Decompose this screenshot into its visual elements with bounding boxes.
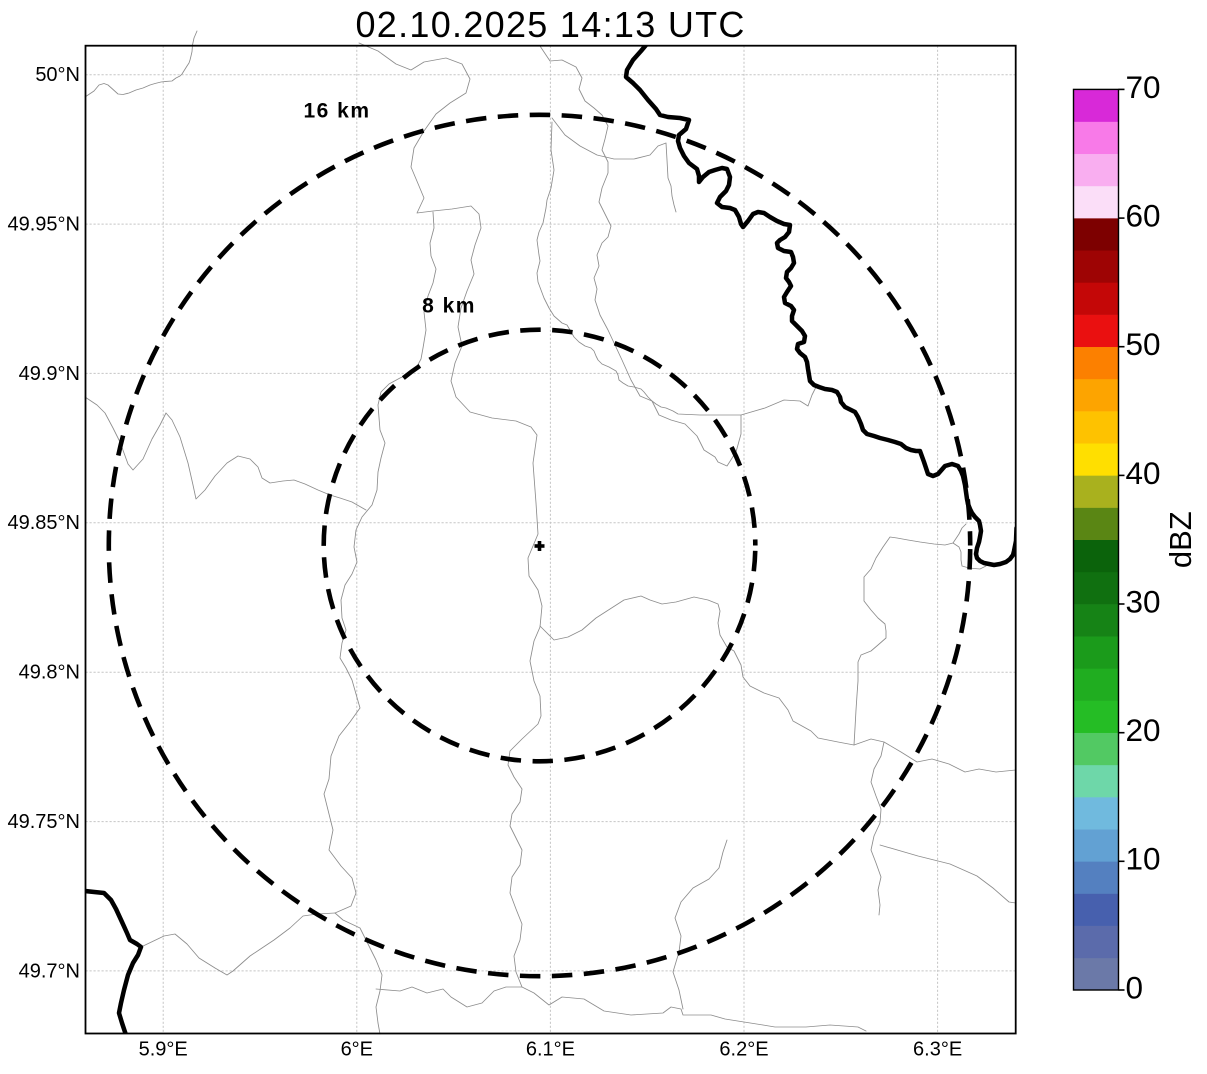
svg-text:50°N: 50°N — [35, 64, 80, 86]
svg-text:16 km: 16 km — [303, 100, 370, 123]
svg-text:6.2°E: 6.2°E — [719, 1039, 768, 1061]
svg-text:40: 40 — [1126, 455, 1161, 491]
svg-text:6.1°E: 6.1°E — [526, 1039, 575, 1061]
svg-text:6.3°E: 6.3°E — [913, 1039, 962, 1061]
svg-text:49.95°N: 49.95°N — [8, 214, 81, 236]
svg-text:70: 70 — [1126, 69, 1161, 105]
svg-text:30: 30 — [1126, 583, 1161, 619]
svg-text:5.9°E: 5.9°E — [139, 1039, 188, 1061]
svg-text:6°E: 6°E — [341, 1039, 373, 1061]
svg-text:dBZ: dBZ — [1163, 511, 1198, 568]
svg-text:49.85°N: 49.85°N — [8, 512, 81, 534]
svg-text:49.7°N: 49.7°N — [19, 960, 80, 982]
svg-text:02.10.2025 14:13 UTC: 02.10.2025 14:13 UTC — [355, 4, 745, 45]
svg-text:49.9°N: 49.9°N — [19, 363, 80, 385]
svg-text:49.8°N: 49.8°N — [19, 662, 80, 684]
svg-text:50: 50 — [1126, 326, 1161, 362]
svg-text:20: 20 — [1126, 712, 1161, 748]
svg-text:60: 60 — [1126, 198, 1161, 234]
svg-text:0: 0 — [1126, 969, 1144, 1005]
svg-text:8 km: 8 km — [422, 295, 476, 318]
svg-text:49.75°N: 49.75°N — [8, 811, 81, 833]
svg-text:10: 10 — [1126, 841, 1161, 877]
